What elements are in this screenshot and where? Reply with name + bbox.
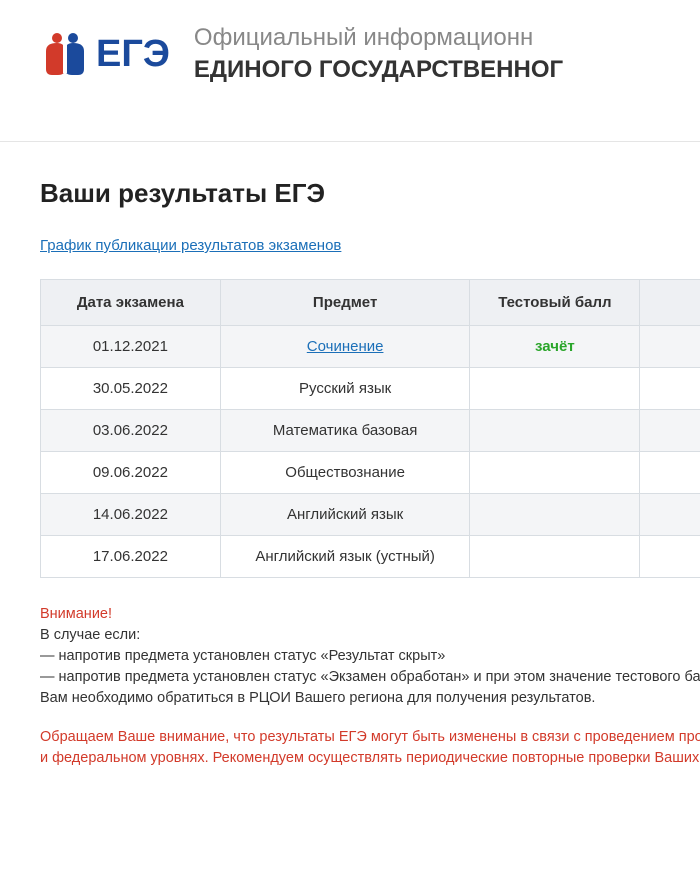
cell-subject: Математика базовая: [220, 410, 470, 452]
table-header-row: Дата экзамена Предмет Тестовый балл Мини: [41, 280, 700, 326]
results-table-wrap: Дата экзамена Предмет Тестовый балл Мини…: [40, 279, 700, 578]
main-content: Ваши результаты ЕГЭ График публикации ре…: [0, 142, 700, 769]
pass-badge: зачёт: [535, 338, 575, 355]
cell-min: [640, 368, 700, 410]
notice-line: Вам необходимо обратиться в РЦОИ Вашего …: [40, 688, 700, 709]
cell-subject: Сочинение: [220, 326, 470, 368]
notice-line: — напротив предмета установлен статус «Р…: [40, 646, 700, 667]
notice-line: В случае если:: [40, 625, 700, 646]
notice-block: Внимание! В случае если: — напротив пред…: [40, 604, 700, 709]
logo-icon: [40, 31, 90, 77]
notice-line: Обращаем Ваше внимание, что результаты Е…: [40, 727, 700, 748]
logo[interactable]: ЕГЭ: [40, 31, 170, 77]
site-header: ЕГЭ Официальный информационн ЕДИНОГО ГОС…: [0, 0, 700, 109]
cell-score: зачёт: [470, 326, 640, 368]
cell-date: 01.12.2021: [41, 326, 221, 368]
cell-min: [640, 494, 700, 536]
col-subject-header: Предмет: [220, 280, 470, 326]
col-score-header: Тестовый балл: [470, 280, 640, 326]
notice-line: — напротив предмета установлен статус «Э…: [40, 667, 700, 688]
header-subtitle: Официальный информационн: [194, 24, 563, 52]
cell-subject: Английский язык: [220, 494, 470, 536]
cell-score: [470, 494, 640, 536]
logo-text: ЕГЭ: [96, 33, 170, 76]
cell-date: 17.06.2022: [41, 536, 221, 578]
cell-min: [640, 536, 700, 578]
cell-score: [470, 368, 640, 410]
header-titles: Официальный информационн ЕДИНОГО ГОСУДАР…: [194, 24, 563, 84]
subject-link[interactable]: Сочинение: [307, 338, 384, 355]
table-row: 01.12.2021 Сочинение зачёт: [41, 326, 700, 368]
cell-min: [640, 452, 700, 494]
table-row: 17.06.2022Английский язык (устный): [41, 536, 700, 578]
cell-score: [470, 410, 640, 452]
table-row: 09.06.2022Обществознание: [41, 452, 700, 494]
page-title: Ваши результаты ЕГЭ: [40, 178, 700, 209]
cell-subject: Английский язык (устный): [220, 536, 470, 578]
cell-date: 09.06.2022: [41, 452, 221, 494]
notice-secondary: Обращаем Ваше внимание, что результаты Е…: [40, 727, 700, 769]
header-maintitle: ЕДИНОГО ГОСУДАРСТВЕННОГ: [194, 56, 563, 84]
cell-min: [640, 326, 700, 368]
col-date-header: Дата экзамена: [41, 280, 221, 326]
notice-line: и федеральном уровнях. Рекомендуем осуще…: [40, 748, 700, 769]
publication-schedule-link[interactable]: График публикации результатов экзаменов: [40, 237, 341, 254]
col-min-header: Мини: [640, 280, 700, 326]
cell-date: 30.05.2022: [41, 368, 221, 410]
cell-subject: Обществознание: [220, 452, 470, 494]
results-table: Дата экзамена Предмет Тестовый балл Мини…: [40, 279, 700, 578]
cell-score: [470, 536, 640, 578]
cell-date: 03.06.2022: [41, 410, 221, 452]
cell-score: [470, 452, 640, 494]
table-row: 03.06.2022Математика базовая: [41, 410, 700, 452]
notice-attention: Внимание!: [40, 604, 700, 625]
cell-date: 14.06.2022: [41, 494, 221, 536]
table-row: 30.05.2022Русский язык: [41, 368, 700, 410]
cell-subject: Русский язык: [220, 368, 470, 410]
table-row: 14.06.2022Английский язык: [41, 494, 700, 536]
cell-min: [640, 410, 700, 452]
